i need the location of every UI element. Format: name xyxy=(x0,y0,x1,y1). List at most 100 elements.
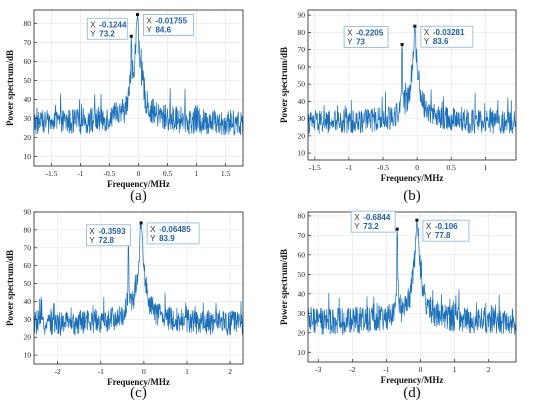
axes-box xyxy=(307,9,517,161)
y-tick-label: 40 xyxy=(298,289,306,298)
datatip-x-label: X xyxy=(90,20,96,29)
y-tick-label: 90 xyxy=(24,208,32,217)
spectrum-series-line xyxy=(307,220,517,336)
datatip-box xyxy=(146,222,200,245)
datatip-box xyxy=(86,17,128,40)
datatip-y-label: Y xyxy=(354,222,360,231)
datatip-x-value: -0.1244 xyxy=(99,20,127,29)
y-tick-label: 20 xyxy=(298,131,306,140)
x-tick-label: 0 xyxy=(415,163,419,172)
datatip-box xyxy=(350,210,396,233)
datatip-x-label: X xyxy=(146,17,152,26)
datatip-box xyxy=(343,26,389,48)
spectrum-series-line xyxy=(307,26,517,135)
x-tick-label: -1 xyxy=(77,169,83,178)
chart-panel-2: -1.5 -1 -0.5 0 0.5 1 10 20 30 40 50 60 70 80 90 Frequen… xyxy=(279,9,517,204)
datatip-box xyxy=(143,14,194,36)
x-tick-label: 1.5 xyxy=(221,169,231,178)
y-tick-label: 10 xyxy=(298,149,306,158)
datatip-y-label: Y xyxy=(347,37,353,46)
plot-area xyxy=(308,10,516,160)
datatip-y-label: Y xyxy=(424,37,430,46)
chart-panel-3: -2 -1 0 1 2 10 20 30 40 50 60 70 80 90 Frequency/MHz Po… xyxy=(5,208,244,401)
datatip-y-value: 73.2 xyxy=(99,29,115,38)
x-tick-label: 1 xyxy=(195,169,199,178)
x-tick-label: 0 xyxy=(419,365,423,374)
spectrum-series-line xyxy=(33,14,244,136)
peak-marker xyxy=(139,221,143,225)
datatip-y-value: 73 xyxy=(356,37,365,46)
datatip-box xyxy=(86,224,131,247)
y-axis-label: Power spectrum/dB xyxy=(5,250,15,326)
x-axis-label: Frequency/MHz xyxy=(107,377,170,387)
datatip-y-value: 83.6 xyxy=(433,37,449,46)
datatip-y-value: 84.6 xyxy=(155,26,171,35)
y-tick-label: 80 xyxy=(298,28,306,37)
y-tick-label: 60 xyxy=(298,250,306,259)
datatip-x-value: -0.106 xyxy=(435,222,458,231)
datatip-y-value: 73.2 xyxy=(363,222,379,231)
y-tick-label: 70 xyxy=(24,243,32,252)
y-tick-label: 70 xyxy=(24,38,32,47)
y-tick-label: 20 xyxy=(298,328,306,337)
x-tick-label: -2 xyxy=(349,365,355,374)
datatip-x-label: X xyxy=(424,28,430,37)
peak-marker xyxy=(129,34,133,38)
y-tick-label: 60 xyxy=(298,62,306,71)
x-tick-label: -2 xyxy=(55,367,61,376)
x-axis-label: Frequency/MHz xyxy=(381,173,444,183)
subfigure-caption: (a) xyxy=(130,188,147,204)
y-tick-label: 80 xyxy=(24,19,32,28)
x-tick-label: -0.5 xyxy=(377,163,389,172)
x-tick-label: -1.5 xyxy=(45,169,57,178)
datatip-y-label: Y xyxy=(146,26,152,35)
datatip-x-label: X xyxy=(426,222,432,231)
y-tick-label: 40 xyxy=(298,97,306,106)
datatip-x-value: -0.3593 xyxy=(98,227,126,236)
y-tick-label: 60 xyxy=(24,57,32,66)
y-axis-label: Power spectrum/dB xyxy=(279,249,289,325)
y-tick-label: 10 xyxy=(24,152,32,161)
datatip-y-label: Y xyxy=(89,236,95,245)
peak-marker xyxy=(413,24,417,28)
datatip-y-value: 72.8 xyxy=(98,236,114,245)
y-tick-label: 30 xyxy=(24,315,32,324)
datatip-x-value: -0.6844 xyxy=(363,213,391,222)
x-tick-label: 2 xyxy=(228,367,232,376)
x-tick-label: -1.5 xyxy=(309,163,321,172)
x-axis-label: Frequency/MHz xyxy=(107,179,170,189)
y-tick-label: 50 xyxy=(24,76,32,85)
datatip-box xyxy=(420,25,474,48)
y-tick-label: 70 xyxy=(298,45,306,54)
y-tick-label: 50 xyxy=(24,279,32,288)
x-tick-label: -1 xyxy=(383,365,389,374)
axes-box xyxy=(33,211,244,365)
y-axis-label: Power spectrum/dB xyxy=(279,47,289,123)
x-tick-label: -0.5 xyxy=(104,169,116,178)
y-tick-label: 30 xyxy=(298,114,306,123)
datatip-x-value: -0.2205 xyxy=(356,28,384,37)
spectrum-series-line xyxy=(33,222,244,337)
y-tick-label: 40 xyxy=(24,297,32,306)
datatip-x-label: X xyxy=(354,213,360,222)
y-tick-label: 70 xyxy=(298,231,306,240)
y-tick-label: 90 xyxy=(298,11,306,20)
datatip-x-label: X xyxy=(89,227,95,236)
peak-marker xyxy=(395,227,399,231)
datatip-x-value: -0.01755 xyxy=(155,17,187,26)
x-axis-label: Frequency/MHz xyxy=(381,375,444,385)
x-tick-label: 1 xyxy=(483,163,487,172)
datatip-x-label: X xyxy=(150,225,156,234)
x-tick-label: 0.5 xyxy=(163,169,173,178)
datatip-y-label: Y xyxy=(426,231,432,240)
subfigure-caption: (c) xyxy=(130,385,147,401)
y-tick-label: 10 xyxy=(298,348,306,357)
datatip-y-value: 83.9 xyxy=(159,234,175,243)
subfigure-caption: (b) xyxy=(403,188,421,204)
x-tick-label: 2 xyxy=(487,365,491,374)
x-tick-label: 0 xyxy=(142,367,146,376)
y-tick-label: 80 xyxy=(24,225,32,234)
x-tick-label: -1 xyxy=(98,367,104,376)
x-tick-label: 0 xyxy=(137,169,141,178)
y-tick-label: 50 xyxy=(298,270,306,279)
